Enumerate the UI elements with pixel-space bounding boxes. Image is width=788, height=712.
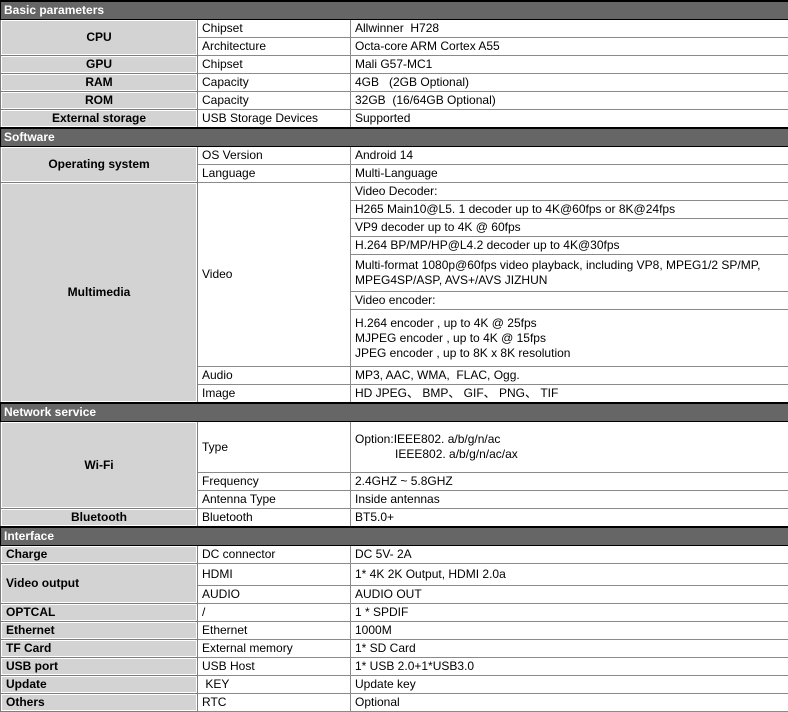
cpu-architecture-param-cell: Architecture	[198, 38, 351, 56]
ethernet-category-cell: Ethernet	[1, 622, 198, 640]
hdmi-param-cell: HDMI	[198, 564, 351, 586]
bluetooth-category-cell: Bluetooth	[1, 509, 198, 528]
tf-card-category-cell: TF Card	[1, 640, 198, 658]
table-row: OPTCAL / 1 * SPDIF	[1, 604, 788, 622]
table-row: Charge DC connector DC 5V- 2A	[1, 546, 788, 564]
wifi-category-cell: Wi-Fi	[1, 422, 198, 509]
usb-host-param-cell: USB Host	[198, 658, 351, 676]
multimedia-category-cell: Multimedia	[1, 183, 198, 404]
external-storage-category-cell: External storage	[1, 110, 198, 129]
usb-storage-value-cell: Supported	[351, 110, 788, 129]
ram-category-cell: RAM	[1, 74, 198, 92]
encoders-value-cell: H.264 encoder , up to 4K @ 25fps MJPEG e…	[351, 310, 788, 367]
section-header-basic-parameters: Basic parameters	[1, 1, 788, 20]
operating-system-category-cell: Operating system	[1, 147, 198, 183]
os-version-param-cell: OS Version	[198, 147, 351, 165]
external-memory-value-cell: 1* SD Card	[351, 640, 788, 658]
rom-capacity-value-cell: 32GB (16/64GB Optional)	[351, 92, 788, 110]
dc-connector-param-cell: DC connector	[198, 546, 351, 564]
cpu-chipset-value-cell: Allwinner H728	[351, 20, 788, 38]
wifi-type-value-cell: Option:IEEE802. a/b/g/n/ac IEEE802. a/b/…	[351, 422, 788, 473]
section-row-software: Software	[1, 128, 788, 147]
bluetooth-value-cell: BT5.0+	[351, 509, 788, 528]
audio-param-cell: Audio	[198, 367, 351, 385]
optical-param-cell: /	[198, 604, 351, 622]
table-row: Bluetooth Bluetooth BT5.0+	[1, 509, 788, 528]
image-param-cell: Image	[198, 385, 351, 404]
section-row-basic-parameters: Basic parameters	[1, 1, 788, 20]
table-row: Ethernet Ethernet 1000M	[1, 622, 788, 640]
wifi-frequency-value-cell: 2.4GHZ ~ 5.8GHZ	[351, 473, 788, 491]
optical-value-cell: 1 * SPDIF	[351, 604, 788, 622]
video-output-category-cell: Video output	[1, 564, 198, 604]
optical-category-cell: OPTCAL	[1, 604, 198, 622]
table-row: Update KEY Update key	[1, 676, 788, 694]
table-row: RAM Capacity 4GB (2GB Optional)	[1, 74, 788, 92]
image-value-cell: HD JPEG、 BMP、 GIF、 PNG、 TIF	[351, 385, 788, 404]
gpu-chipset-value-cell: Mali G57-MC1	[351, 56, 788, 74]
section-row-network-service: Network service	[1, 403, 788, 422]
section-row-interface: Interface	[1, 527, 788, 546]
h264-decoder-value-cell: H.264 BP/MP/HP@L4.2 decoder up to 4K@30f…	[351, 237, 788, 255]
wifi-frequency-param-cell: Frequency	[198, 473, 351, 491]
cpu-chipset-param-cell: Chipset	[198, 20, 351, 38]
audio-value-cell: MP3, AAC, WMA, FLAC, Ogg.	[351, 367, 788, 385]
h265-decoder-value-cell: H265 Main10@L5. 1 decoder up to 4K@60fps…	[351, 201, 788, 219]
audio-out-value-cell: AUDIO OUT	[351, 586, 788, 604]
rom-capacity-param-cell: Capacity	[198, 92, 351, 110]
usb-host-value-cell: 1* USB 2.0+1*USB3.0	[351, 658, 788, 676]
table-row: Video output HDMI 1* 4K 2K Output, HDMI …	[1, 564, 788, 586]
table-row: External storage USB Storage Devices Sup…	[1, 110, 788, 129]
section-header-interface: Interface	[1, 527, 788, 546]
gpu-category-cell: GPU	[1, 56, 198, 74]
bluetooth-param-cell: Bluetooth	[198, 509, 351, 528]
video-param-cell: Video	[198, 183, 351, 367]
table-row: Multimedia Video Video Decoder:	[1, 183, 788, 201]
update-key-value-cell: Update key	[351, 676, 788, 694]
section-header-software: Software	[1, 128, 788, 147]
external-memory-param-cell: External memory	[198, 640, 351, 658]
section-header-network-service: Network service	[1, 403, 788, 422]
table-row: GPU Chipset Mali G57-MC1	[1, 56, 788, 74]
video-encoder-heading-cell: Video encoder:	[351, 292, 788, 310]
table-row: CPU Chipset Allwinner H728	[1, 20, 788, 38]
table-row: USB port USB Host 1* USB 2.0+1*USB3.0	[1, 658, 788, 676]
wifi-type-param-cell: Type	[198, 422, 351, 473]
charge-category-cell: Charge	[1, 546, 198, 564]
ram-capacity-value-cell: 4GB (2GB Optional)	[351, 74, 788, 92]
cpu-architecture-value-cell: Octa-core ARM Cortex A55	[351, 38, 788, 56]
antenna-type-value-cell: Inside antennas	[351, 491, 788, 509]
ethernet-param-cell: Ethernet	[198, 622, 351, 640]
rom-category-cell: ROM	[1, 92, 198, 110]
table-row: TF Card External memory 1* SD Card	[1, 640, 788, 658]
vp9-decoder-value-cell: VP9 decoder up to 4K @ 60fps	[351, 219, 788, 237]
os-version-value-cell: Android 14	[351, 147, 788, 165]
update-key-param-cell: KEY	[198, 676, 351, 694]
gpu-chipset-param-cell: Chipset	[198, 56, 351, 74]
table-row: ROM Capacity 32GB (16/64GB Optional)	[1, 92, 788, 110]
update-category-cell: Update	[1, 676, 198, 694]
audio-out-param-cell: AUDIO	[198, 586, 351, 604]
hdmi-value-cell: 1* 4K 2K Output, HDMI 2.0a	[351, 564, 788, 586]
multiformat-playback-value-cell: Multi-format 1080p@60fps video playback,…	[351, 255, 788, 292]
language-param-cell: Language	[198, 165, 351, 183]
table-row: Wi-Fi Type Option:IEEE802. a/b/g/n/ac IE…	[1, 422, 788, 473]
usb-storage-param-cell: USB Storage Devices	[198, 110, 351, 129]
antenna-type-param-cell: Antenna Type	[198, 491, 351, 509]
cpu-category-cell: CPU	[1, 20, 198, 56]
table-row: Operating system OS Version Android 14	[1, 147, 788, 165]
ram-capacity-param-cell: Capacity	[198, 74, 351, 92]
dc-connector-value-cell: DC 5V- 2A	[351, 546, 788, 564]
ethernet-value-cell: 1000M	[351, 622, 788, 640]
language-value-cell: Multi-Language	[351, 165, 788, 183]
video-decoder-heading-cell: Video Decoder:	[351, 183, 788, 201]
usb-port-category-cell: USB port	[1, 658, 198, 676]
